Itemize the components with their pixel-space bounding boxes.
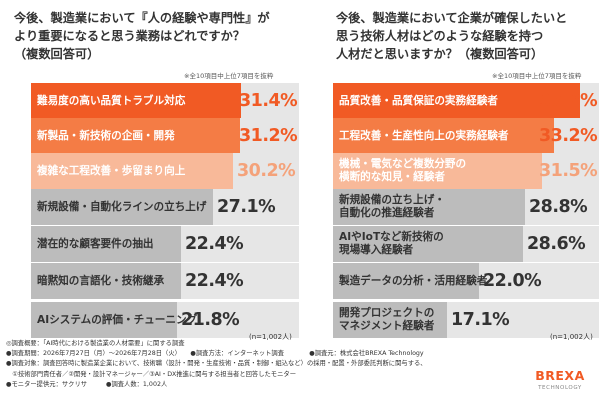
left-bar-value: 31.4% <box>239 91 298 111</box>
left-bar-label: 複雑な工程改善・歩留まり向上 <box>37 164 186 177</box>
right-bar <box>333 226 523 262</box>
footer-line4: ①技術部門責任者／②開発・設計マネージャー／③AI・DX推進に関与する担当者と回… <box>6 370 296 378</box>
left-question-title: 今後、製造業において『人の経験や専門性』が より重要になると思う業務はどれですか… <box>14 9 270 63</box>
left-bar <box>31 118 240 154</box>
right-bar-label: 新規設備の立ち上げ・ 自動化の推進経験者 <box>339 194 445 219</box>
left-bar-label: AIシステムの評価・チューニング <box>37 313 198 326</box>
right-title-line1: 今後、製造業において企業が確保したいと <box>336 11 568 25</box>
right-bar-label: 製造データの分析・活用経験者 <box>339 274 488 287</box>
footer-line2: ●調査期間：2026年7月27日（月）〜2026年7月28日（火） ●調査方法：… <box>6 350 424 358</box>
right-bar <box>333 153 542 189</box>
left-bar-label: 難易度の高い品質トラブル対応 <box>37 94 186 107</box>
left-bar-row: 潜在的な顧客要件の抽出 22.4% <box>31 226 299 262</box>
left-bar-value: 21.8% <box>181 310 240 330</box>
logo-subtext: TECHNOLOGY <box>537 385 582 391</box>
left-title-line3: （複数回答可） <box>14 47 100 61</box>
right-bar-row: AIやIoTなど新技術の 現場導入経験者 28.6% <box>333 226 599 262</box>
right-bar-value: 33.2% <box>539 126 598 146</box>
left-bar <box>31 263 181 299</box>
left-note: ※全10項目中上位7項目を抜粋 <box>184 72 274 80</box>
right-bar-label: 工程改善・生産性向上の実務経験者 <box>339 129 509 142</box>
right-bar-row: 新規設備の立ち上げ・ 自動化の推進経験者 28.8% <box>333 189 599 225</box>
left-bar-row: 新製品・新技術の企画・開発 31.2% <box>31 118 299 154</box>
right-bar-label: AIやIoTなど新技術の 現場導入経験者 <box>339 231 444 256</box>
left-bar-label: 潜在的な顧客要件の抽出 <box>37 237 154 250</box>
right-bar-row: 機械・電気など複数分野の 横断的な知見・経験者 31.5% <box>333 153 599 189</box>
left-bar-row: 新規設備・自動化ラインの立ち上げ 27.1% <box>31 189 299 225</box>
right-bar-label: 品質改善・品質保証の実務経験者 <box>339 94 498 107</box>
right-bar <box>333 302 447 338</box>
right-title-line2: 思う技術人材はどのような経験を持つ <box>336 29 544 43</box>
left-bar-label: 新製品・新技術の企画・開発 <box>37 129 175 142</box>
right-bar-value: 17.1% <box>451 310 510 330</box>
right-bar-row: 製造データの分析・活用経験者 22.0% <box>333 263 599 299</box>
footer-line1: ◎調査概要：「AI時代における製造業の人材需要」に関する調査 <box>6 340 185 347</box>
right-title-line3: 人材だと思いますか？（複数回答可） <box>336 47 544 61</box>
left-title-line2: より重要になると思う業務はどれですか？ <box>14 29 245 43</box>
right-question-title: 今後、製造業において企業が確保したいと 思う技術人材はどのような経験を持つ 人材… <box>336 9 567 63</box>
left-bar-row: 難易度の高い品質トラブル対応 31.4% <box>31 83 299 119</box>
left-bar <box>31 83 241 119</box>
right-bar-row: 品質改善・品質保証の実務経験者 37.2% <box>333 83 599 119</box>
right-note: ※全10項目中上位7項目を抜粋 <box>492 72 582 80</box>
left-bar <box>31 226 181 262</box>
footer-line5: ●モニター提供元：サクリサ ●調査人数：1,002人 <box>6 380 168 388</box>
left-bar-row: 暗黙知の言語化・技術継承 22.4% <box>31 263 299 299</box>
left-respondent-count: (n=1,002人) <box>249 333 292 341</box>
right-bar <box>333 83 580 119</box>
footer-line3: ●調査対象：調査回答時に製造業企業において、技術職（設計・開発・生産技術・品質・… <box>6 360 427 368</box>
survey-footer: ◎調査概要：「AI時代における製造業の人材需要」に関する調査 ●調査期間：202… <box>6 339 526 390</box>
left-bar <box>31 302 177 338</box>
left-bar-row: 複雑な工程改善・歩留まり向上 30.2% <box>31 153 299 189</box>
logo-wordmark: BREXA <box>535 368 585 383</box>
left-bar <box>31 189 213 225</box>
left-bar-label: 新規設備・自動化ラインの立ち上げ <box>37 200 207 213</box>
left-title-line1: 今後、製造業において『人の経験や専門性』が <box>14 11 270 25</box>
brexa-logo: BREXA TECHNOLOGY <box>535 368 585 391</box>
left-bar-value: 22.4% <box>185 271 244 291</box>
right-bar <box>333 189 525 225</box>
right-bar-label: 機械・電気など複数分野の 横断的な知見・経験者 <box>339 158 467 183</box>
left-bar-value: 30.2% <box>237 161 296 181</box>
right-bar-value: 31.5% <box>539 161 598 181</box>
left-bar-label: 暗黙知の言語化・技術継承 <box>37 274 165 287</box>
left-bar-row: AIシステムの評価・チューニング 21.8% <box>31 302 299 338</box>
left-bar <box>31 153 233 189</box>
right-bar-value: 22.0% <box>483 271 542 291</box>
right-bar-label: 開発プロジェクトの マネジメント経験者 <box>339 307 435 332</box>
right-bar <box>333 118 554 154</box>
right-bar-value: 28.8% <box>529 197 588 217</box>
right-respondent-count: (n=1,002人) <box>550 333 593 341</box>
left-bar-value: 31.2% <box>239 126 298 146</box>
right-bar-value: 37.2% <box>539 91 598 111</box>
left-bar-value: 22.4% <box>185 234 244 254</box>
right-bar <box>333 263 479 299</box>
left-bar-value: 27.1% <box>217 197 276 217</box>
right-bar-value: 28.6% <box>527 234 586 254</box>
right-bar-row: 開発プロジェクトの マネジメント経験者 17.1% <box>333 302 599 338</box>
right-bar-row: 工程改善・生産性向上の実務経験者 33.2% <box>333 118 599 154</box>
